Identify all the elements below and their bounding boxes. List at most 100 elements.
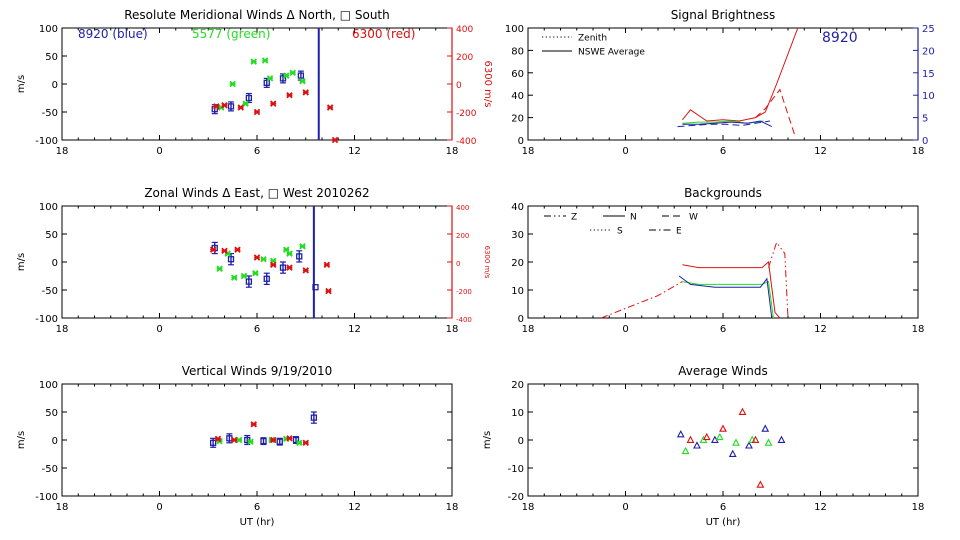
- data-point: [242, 100, 249, 107]
- chart-annotation: 8920 (blue): [78, 27, 148, 41]
- legend-label: NSWE Average: [578, 48, 645, 58]
- y-tick-label: 100: [39, 380, 58, 391]
- right-y-tick-label: -200: [456, 288, 472, 296]
- right-y-axis-label: 6300 m/s: [482, 61, 493, 108]
- x-tick-label: 0: [156, 324, 162, 335]
- x-tick-label: 12: [814, 502, 827, 513]
- x-tick-label: 12: [814, 146, 827, 157]
- data-point: [234, 246, 241, 253]
- y-axis-label: m/s: [16, 431, 27, 449]
- plot-frame: [61, 383, 453, 497]
- right-y-tick-label: 10: [922, 91, 935, 102]
- data-point: [296, 253, 303, 260]
- data-point: [310, 414, 318, 421]
- y-tick-label: 0: [52, 258, 58, 269]
- chart-panel-1: Resolute Meridional Winds Δ North, □ Sou…: [16, 8, 493, 157]
- data-point: [702, 432, 711, 441]
- x-tick-label: 6: [720, 502, 726, 513]
- data-point: [326, 104, 334, 111]
- plot-frame: [527, 27, 919, 141]
- data-point: [252, 269, 259, 277]
- data-point: [214, 435, 222, 443]
- data-point: [240, 272, 248, 280]
- right-y-tick-label: -400: [456, 137, 477, 147]
- x-tick-label: 18: [522, 324, 535, 335]
- data-point: [283, 72, 290, 79]
- data-point: [286, 435, 293, 442]
- right-y-tick-label: 15: [922, 69, 935, 80]
- data-point: [286, 91, 293, 99]
- data-point: [302, 267, 309, 274]
- y-tick-label: 40: [511, 202, 524, 213]
- legend-label: S: [617, 227, 623, 237]
- y-tick-label: -100: [35, 314, 58, 325]
- data-point: [279, 264, 287, 271]
- y-tick-label: -10: [508, 464, 524, 475]
- x-tick-label: 0: [622, 146, 628, 157]
- data-point: [681, 446, 690, 455]
- y-tick-label: -20: [508, 492, 524, 503]
- data-point: [302, 89, 309, 96]
- x-tick-label: 0: [622, 502, 628, 513]
- x-tick-label: 18: [446, 146, 459, 157]
- plot-frame: [527, 205, 919, 319]
- x-tick-label: 12: [814, 324, 827, 335]
- y-tick-label: 100: [39, 202, 58, 213]
- chart-title: Backgrounds: [684, 186, 762, 200]
- y-tick-label: 30: [511, 230, 524, 241]
- y-tick-label: 80: [511, 46, 524, 57]
- right-y-tick-label: 0: [456, 260, 460, 268]
- legend-label: Zenith: [578, 34, 607, 44]
- legend-label: N: [630, 213, 637, 223]
- data-point: [676, 430, 685, 438]
- x-tick-label: 6: [720, 146, 726, 157]
- y-tick-label: 100: [505, 24, 524, 35]
- y-tick-label: 10: [511, 408, 524, 419]
- data-point: [693, 441, 701, 449]
- y-tick-label: -100: [35, 492, 58, 503]
- data-point: [213, 103, 220, 110]
- legend-label: E: [676, 227, 682, 237]
- data-point: [260, 437, 267, 445]
- data-point: [237, 104, 244, 111]
- right-y-tick-label: 400: [456, 25, 473, 35]
- y-tick-label: 0: [52, 80, 58, 91]
- data-point: [299, 243, 306, 250]
- data-point: [261, 57, 269, 64]
- data-point: [221, 247, 228, 255]
- y-tick-label: 10: [511, 286, 524, 297]
- legend-label: Z: [571, 213, 577, 223]
- y-tick-label: 20: [511, 114, 524, 125]
- x-tick-label: 12: [348, 146, 361, 157]
- chart-annotation: 5577 (green): [192, 27, 270, 41]
- x-tick-label: 6: [254, 146, 260, 157]
- x-tick-label: 18: [56, 324, 69, 335]
- chart-title: Resolute Meridional Winds Δ North, □ Sou…: [124, 8, 390, 22]
- y-tick-label: 0: [52, 436, 58, 447]
- right-y-tick-label: 20: [922, 46, 935, 57]
- data-point: [299, 77, 306, 85]
- chart-annotation: 8920: [822, 30, 858, 46]
- right-y-axis-label: 6300 m/s: [483, 246, 491, 279]
- y-tick-label: 50: [45, 52, 58, 63]
- data-point: [312, 284, 319, 291]
- x-tick-label: 18: [912, 324, 925, 335]
- data-point: [245, 278, 253, 285]
- data-point: [227, 103, 235, 110]
- data-point: [728, 449, 737, 457]
- data-point: [227, 256, 235, 263]
- chart-title: Signal Brightness: [671, 8, 776, 22]
- y-axis-label: m/s: [16, 75, 27, 93]
- data-point: [266, 75, 274, 82]
- data-point: [292, 436, 300, 444]
- x-tick-label: 12: [348, 502, 361, 513]
- x-tick-label: 18: [522, 502, 535, 513]
- plot-frame: [61, 27, 453, 141]
- data-point: [221, 102, 228, 109]
- data-point: [296, 439, 303, 447]
- data-point: [270, 436, 277, 444]
